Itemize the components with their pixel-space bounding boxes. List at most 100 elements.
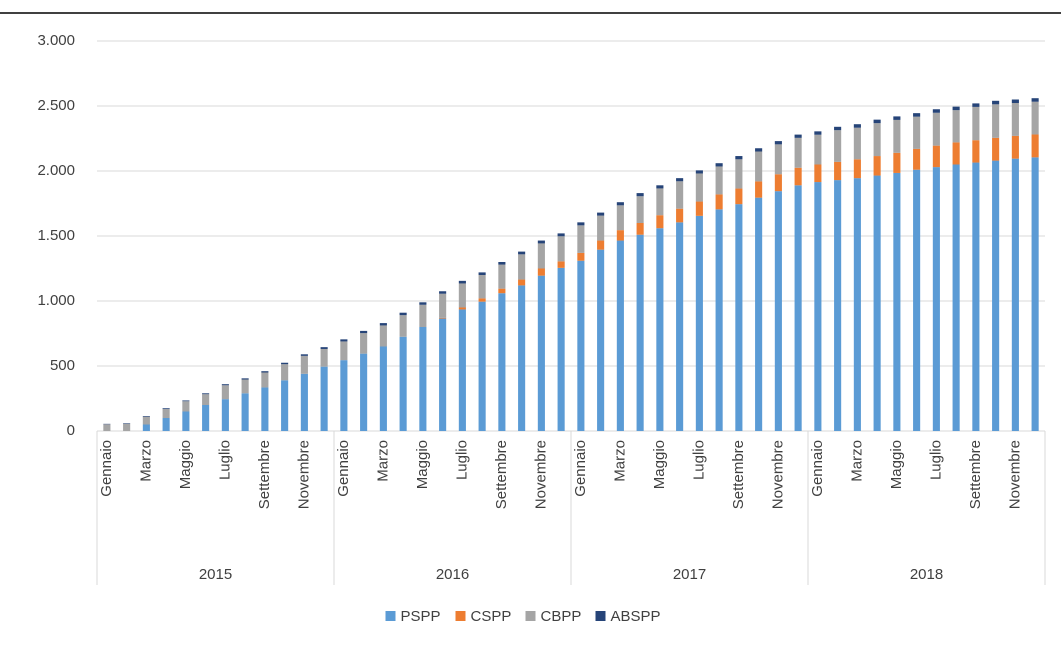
- bar-segment: [182, 400, 190, 402]
- bar-segment: [360, 353, 368, 431]
- bar-segment: [320, 348, 328, 367]
- legend-swatch: [525, 611, 536, 621]
- bar-segment: [774, 141, 782, 145]
- y-tick-label: 2.000: [37, 162, 75, 179]
- bar-segment: [1011, 99, 1019, 104]
- y-tick-label: 1.500: [37, 227, 75, 244]
- x-tick-label: Gennaio: [335, 440, 352, 497]
- bar-segment: [814, 131, 822, 135]
- bar-segment: [458, 309, 466, 431]
- bar-segment: [340, 339, 348, 342]
- bar-segment: [715, 194, 723, 210]
- bar-segment: [518, 285, 526, 431]
- bar-segment: [142, 416, 150, 417]
- bar-segment: [636, 193, 644, 197]
- bar-segment: [873, 123, 881, 157]
- bar-segment: [577, 225, 585, 253]
- bar-segment: [261, 387, 269, 431]
- bar-segment: [557, 236, 565, 262]
- bar-segment: [320, 347, 328, 349]
- bar-segment: [636, 234, 644, 431]
- bar-segment: [794, 134, 802, 138]
- bar-segment: [755, 181, 763, 198]
- x-tick-label: Luglio: [453, 440, 470, 480]
- bar-segment: [834, 130, 842, 162]
- bar-segment: [992, 104, 1000, 138]
- bar-segment: [537, 275, 545, 431]
- bar-segment: [893, 152, 901, 173]
- bar-segment: [735, 159, 743, 189]
- bar-segment: [597, 249, 605, 431]
- bar-segment: [518, 251, 526, 255]
- bar-segment: [656, 228, 664, 431]
- x-tick-label: Settembre: [493, 440, 510, 509]
- bar-segment: [142, 416, 150, 425]
- bar-segment: [478, 301, 486, 431]
- bar-segment: [656, 215, 664, 229]
- bar-segment: [439, 293, 447, 318]
- bar-segment: [755, 197, 763, 431]
- x-tick-label: Gennaio: [809, 440, 826, 497]
- bar-segment: [873, 175, 881, 431]
- x-tick-label: Luglio: [927, 440, 944, 480]
- bar-segment: [537, 268, 545, 276]
- bar-segment: [182, 401, 190, 412]
- bar-segment: [932, 109, 940, 113]
- x-tick-label: Settembre: [967, 440, 984, 509]
- bar-segment: [992, 100, 1000, 105]
- bar-segment: [972, 162, 980, 432]
- bar-segment: [695, 215, 703, 431]
- x-tick-label: Gennaio: [98, 440, 115, 497]
- bar-segment: [913, 113, 921, 117]
- x-tick-label: Maggio: [651, 440, 668, 489]
- bar-segment: [439, 291, 447, 294]
- bar-segment: [478, 272, 486, 275]
- group-label: 2018: [910, 566, 943, 583]
- bar-segment: [557, 261, 565, 268]
- bar-segment: [399, 315, 407, 337]
- group-label: 2017: [673, 566, 706, 583]
- x-tick-label: Maggio: [414, 440, 431, 489]
- x-tick-label: Novembre: [295, 440, 312, 509]
- bar-segment: [281, 362, 289, 365]
- y-tick-label: 500: [50, 357, 75, 374]
- bar-segment: [774, 174, 782, 192]
- bar-segment: [478, 298, 486, 302]
- bar-segment: [399, 336, 407, 431]
- bar-segment: [952, 110, 960, 143]
- bar-segment: [913, 148, 921, 170]
- bar-segment: [379, 346, 387, 431]
- bar-segment: [814, 164, 822, 183]
- bar-segment: [992, 137, 1000, 161]
- x-tick-label: Marzo: [374, 440, 391, 482]
- bar-segment: [123, 423, 131, 431]
- bar-segment: [853, 178, 861, 431]
- x-tick-label: Luglio: [216, 440, 233, 480]
- bar-segment: [794, 167, 802, 186]
- bar-segment: [932, 145, 940, 168]
- bar-segment: [241, 378, 249, 380]
- bar-segment: [300, 373, 308, 431]
- x-tick-label: Luglio: [690, 440, 707, 480]
- legend-label: CBPP: [541, 608, 582, 625]
- bar-segment: [221, 399, 229, 431]
- bar-segment: [853, 127, 861, 160]
- bar-segment: [873, 119, 881, 124]
- bar-segment: [952, 106, 960, 111]
- bar-segment: [281, 380, 289, 431]
- bar-segment: [636, 223, 644, 235]
- x-tick-label: Marzo: [137, 440, 154, 482]
- bar-segment: [202, 405, 210, 431]
- x-tick-label: Marzo: [848, 440, 865, 482]
- bar-segment: [597, 240, 605, 250]
- bar-segment: [755, 148, 763, 152]
- bar-segment: [162, 409, 170, 418]
- x-tick-label: Novembre: [1006, 440, 1023, 509]
- bar-segment: [202, 393, 210, 395]
- group-label: 2016: [436, 566, 469, 583]
- bar-segment: [676, 181, 684, 209]
- bar-segment: [913, 169, 921, 431]
- bar-segment: [932, 112, 940, 146]
- bar-segment: [458, 307, 466, 310]
- bar-segment: [794, 137, 802, 168]
